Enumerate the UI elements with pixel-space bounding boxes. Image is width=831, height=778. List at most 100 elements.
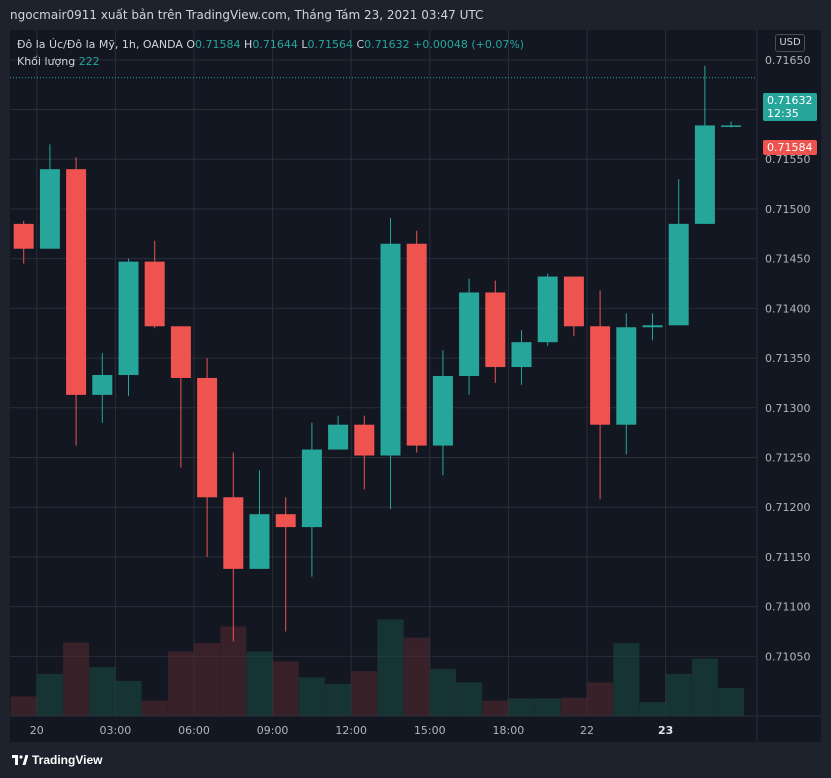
y-tick-label: 0.71050 [765,650,811,663]
candle-body [197,377,218,498]
x-tick-label: 15:00 [414,724,446,737]
candle-body [249,514,270,569]
candle-body [406,243,427,446]
candle-body [590,326,611,425]
candle-body [170,326,191,378]
volume-bar [403,637,430,716]
y-tick-label: 0.71300 [765,402,811,415]
open-price-tag: 0.71584 [763,140,817,155]
y-tick-label: 0.71650 [765,54,811,67]
volume-bar [456,682,483,716]
volume-bar [36,674,63,716]
x-tick-label: 03:00 [100,724,132,737]
volume-bar [89,667,116,716]
volume-bar [665,674,692,716]
volume-row: Khối lượng 222 [17,53,524,70]
volume-bar [63,642,90,716]
publish-caption: ngocmair0911 xuất bản trên TradingView.c… [10,8,484,22]
candle-body [144,261,165,327]
ohlc-row: Đô la Úc/Đô la Mỹ, 1h, OANDA O0.71584 H0… [17,36,524,53]
last-price-tag: 0.71632 12:35 [763,93,817,121]
volume-bar [429,669,456,716]
candle-body [354,424,375,456]
y-tick-label: 0.71150 [765,551,811,564]
last-price-value: 0.71632 [767,94,813,107]
high-value: 0.71644 [252,38,298,51]
symbol-name[interactable]: Đô la Úc/Đô la Mỹ, 1h, OANDA [17,38,183,51]
candle-body [92,374,113,395]
volume-bar [325,683,352,716]
volume-bar [560,697,587,716]
volume-bar [377,619,404,716]
candle-body [66,169,87,395]
y-tick-label: 0.71100 [765,601,811,614]
currency-badge[interactable]: USD [775,34,805,52]
y-tick-label: 0.71550 [765,153,811,166]
open-label: O [186,38,196,51]
publish-header: ngocmair0911 xuất bản trên TradingView.c… [0,0,831,30]
candle-body [668,223,689,326]
volume-label[interactable]: Khối lượng [17,55,76,68]
low-label: L [301,38,308,51]
candle-body [459,292,480,376]
volume-bar [587,682,614,716]
x-tick-label: 09:00 [257,724,289,737]
bar-countdown: 12:35 [767,107,799,120]
volume-bar [613,643,640,716]
volume-bar [115,681,142,716]
candle-body [118,261,139,375]
volume-bar [508,698,535,716]
volume-bar [10,696,37,716]
candle-body [694,125,715,224]
volume-bar [194,643,221,716]
volume-bar [639,702,666,716]
candle-body [485,292,506,368]
close-value: 0.71632 [364,38,410,51]
y-tick-label: 0.71250 [765,452,811,465]
y-tick-label: 0.71350 [765,352,811,365]
y-tick-label: 0.71400 [765,302,811,315]
footer: TradingView [0,742,831,778]
volume-bar [534,698,561,716]
candle-body [275,514,296,528]
candle-body [328,424,349,450]
volume-bar [482,700,509,716]
volume-bar [691,658,718,716]
volume-bar [298,677,325,716]
volume-bar [272,661,299,716]
chart-frame[interactable]: 0.71050 0.71100 0.71150 0.71200 0.71250 0.713… [10,30,821,742]
candle-body [721,125,742,127]
candle-body [223,497,244,569]
volume-bar [718,688,745,716]
candle-body [642,325,663,328]
candle-body [563,276,584,327]
brand-name[interactable]: TradingView [32,753,103,767]
x-tick-label: 06:00 [178,724,210,737]
candle-body [301,449,322,528]
volume-bar [246,651,273,716]
candle-body [39,169,60,249]
volume-bar [351,671,378,716]
symbol-legend: Đô la Úc/Đô la Mỹ, 1h, OANDA O0.71584 H0… [17,36,524,70]
tradingview-logo-icon [12,755,28,765]
volume-bar [167,651,194,716]
x-tick-label: 18:00 [493,724,525,737]
x-tick-label: 20 [30,724,44,737]
candle-body [616,327,637,425]
volume-bar [141,700,168,716]
low-value: 0.71564 [307,38,353,51]
x-tick-label: 12:00 [335,724,367,737]
change-value: +0.00048 (+0.07%) [413,38,525,51]
candle-body [537,276,558,343]
candle-body [380,243,401,456]
volume-value: 222 [78,55,100,68]
y-tick-label: 0.71200 [765,501,811,514]
candle-body [432,375,453,446]
candlestick-chart[interactable]: 0.71050 0.71100 0.71150 0.71200 0.71250 0.713… [10,30,821,742]
x-tick-label: 22 [580,724,594,737]
x-tick-label: 23 [658,724,673,737]
close-label: C [356,38,365,51]
candle-body [511,342,532,368]
y-tick-label: 0.71450 [765,253,811,266]
candle-body [13,223,34,249]
